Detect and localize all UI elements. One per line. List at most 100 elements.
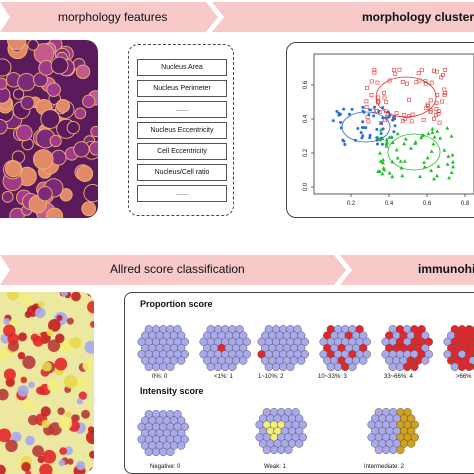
green-cluster-point bbox=[381, 165, 386, 170]
red-cluster-point bbox=[394, 111, 399, 115]
green-cluster-point bbox=[389, 134, 394, 139]
proportion-label-4: 33~66%: 4 bbox=[384, 374, 413, 380]
cell bbox=[151, 362, 161, 371]
ihc-cell bbox=[18, 332, 28, 342]
ihc-cell bbox=[82, 359, 94, 372]
green-cluster-point bbox=[450, 152, 455, 157]
cluster-panel bbox=[286, 42, 474, 218]
blue-cluster-point bbox=[373, 105, 377, 109]
cell bbox=[407, 414, 416, 423]
green-cluster-point bbox=[380, 171, 385, 176]
proportion-score-title: Proportion score bbox=[140, 299, 213, 309]
he-nucleus bbox=[45, 207, 64, 218]
ihc-cell bbox=[63, 374, 78, 389]
cell bbox=[410, 420, 419, 429]
blue-cluster-point bbox=[335, 109, 339, 113]
morphology-cluster-label: morphology cluster bbox=[362, 10, 474, 24]
red-cluster-point bbox=[400, 79, 405, 84]
blue-cluster-point bbox=[356, 127, 360, 131]
blue-cluster-point bbox=[392, 130, 396, 134]
ihc-cell bbox=[76, 377, 89, 391]
cell bbox=[457, 362, 467, 371]
ihc-cell bbox=[78, 391, 87, 400]
ihc-cell bbox=[28, 381, 35, 389]
cell bbox=[180, 422, 189, 431]
ihc-cell bbox=[86, 430, 94, 445]
green-cluster-point bbox=[438, 136, 443, 140]
red-cluster-point bbox=[382, 95, 387, 100]
x-tick-label: 0.2 bbox=[347, 201, 356, 207]
ihc-cell bbox=[58, 459, 66, 467]
blue-cluster-point bbox=[359, 131, 363, 135]
ihc-cell bbox=[7, 333, 19, 345]
ihc-cell bbox=[32, 445, 44, 458]
blue-cluster-point bbox=[379, 121, 383, 125]
red-cluster-point bbox=[441, 72, 445, 77]
red-cluster-point bbox=[405, 81, 409, 86]
cell bbox=[468, 356, 474, 365]
green-cluster-point bbox=[430, 126, 435, 131]
blue-cluster-point bbox=[368, 133, 372, 137]
red-cluster-point bbox=[369, 93, 374, 97]
blue-cluster-point bbox=[380, 142, 384, 146]
red-cluster-point bbox=[372, 70, 377, 75]
cell bbox=[159, 447, 168, 456]
ihc-cell bbox=[90, 320, 94, 328]
green-cluster-point bbox=[378, 127, 383, 132]
ihc-cell bbox=[76, 460, 86, 471]
green-cluster-point bbox=[390, 174, 395, 179]
ihc-cell bbox=[6, 292, 19, 301]
cell-cluster bbox=[137, 325, 189, 371]
cell bbox=[298, 433, 307, 442]
ihc-cell bbox=[21, 462, 31, 472]
he-nucleus bbox=[83, 183, 98, 203]
cell bbox=[173, 325, 182, 334]
red-cluster-point bbox=[436, 109, 441, 114]
cell bbox=[180, 337, 189, 346]
green-cluster-point bbox=[402, 141, 407, 146]
morphology-features-label: morphology features bbox=[58, 10, 168, 24]
proportion-label-1: <1%: 1 bbox=[214, 374, 233, 380]
top-banner bbox=[0, 2, 474, 32]
feature-nucleus-eccentricity: Nucleus Eccentricity bbox=[137, 122, 227, 139]
he-nucleus bbox=[13, 88, 25, 100]
cell bbox=[298, 420, 307, 429]
he-nucleus bbox=[32, 149, 54, 170]
cell bbox=[279, 362, 288, 371]
ihc-cell bbox=[0, 388, 9, 401]
ihc-stained-tissue-image bbox=[0, 292, 94, 474]
ihc-cell bbox=[20, 376, 28, 384]
red-cluster-point bbox=[372, 67, 377, 72]
ihc-cell bbox=[20, 294, 33, 307]
red-cluster-point bbox=[421, 117, 426, 122]
ihc-cell bbox=[32, 335, 44, 347]
ihc-cell bbox=[73, 414, 80, 422]
cell bbox=[362, 350, 371, 359]
cell bbox=[333, 362, 343, 371]
intensity-label-1: Weak: 1 bbox=[264, 464, 286, 470]
green-cluster-point bbox=[449, 134, 454, 138]
cell bbox=[269, 445, 279, 454]
ihc-cell bbox=[67, 458, 74, 465]
cell bbox=[348, 362, 357, 371]
red-cluster-point bbox=[366, 119, 371, 124]
cell bbox=[300, 337, 309, 346]
red-cluster-point bbox=[407, 114, 411, 119]
intensity-score-title: Intensity score bbox=[140, 386, 204, 396]
ihc-cell bbox=[66, 317, 74, 325]
x-tick-label: 0.4 bbox=[385, 201, 394, 207]
cell-cluster bbox=[381, 325, 433, 371]
he-nucleus bbox=[73, 141, 90, 158]
cell bbox=[424, 350, 433, 359]
blue-cluster-point bbox=[350, 107, 354, 111]
blue-cluster-point bbox=[342, 107, 346, 111]
blue-cluster-point bbox=[360, 136, 364, 140]
ihc-cell bbox=[59, 447, 67, 455]
he-nucleus bbox=[9, 207, 25, 218]
he-nucleus bbox=[81, 201, 97, 217]
cell bbox=[295, 439, 304, 448]
red-cluster-point bbox=[425, 104, 430, 108]
blue-cluster-point bbox=[391, 118, 395, 122]
cell bbox=[326, 362, 335, 371]
cell bbox=[239, 356, 248, 365]
